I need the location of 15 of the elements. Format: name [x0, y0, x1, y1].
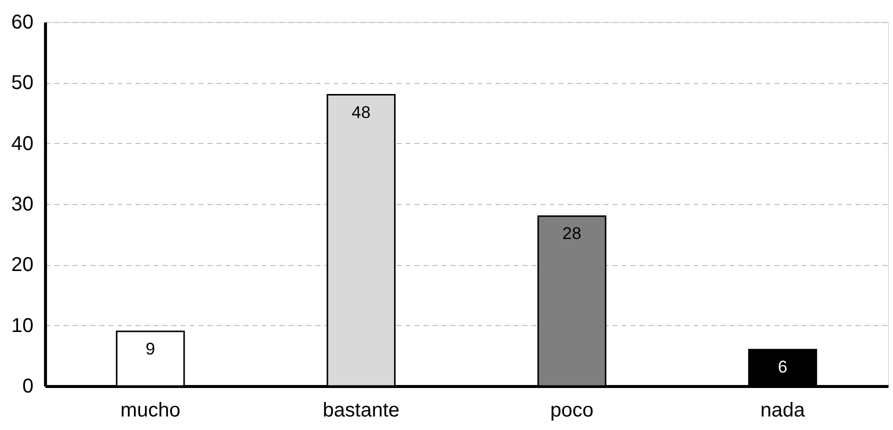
data-label: 6 — [778, 358, 788, 377]
data-label: 9 — [146, 339, 156, 358]
x-tick-label: mucho — [120, 400, 180, 422]
y-tick-label: 40 — [11, 132, 34, 155]
x-tick-label: bastante — [322, 400, 400, 422]
y-tick-label: 0 — [22, 376, 34, 398]
data-label: 48 — [352, 102, 371, 122]
y-tick-label: 30 — [11, 194, 34, 216]
x-tick-label: poco — [550, 400, 594, 422]
data-label: 28 — [562, 224, 582, 244]
y-tick-label: 50 — [11, 72, 34, 94]
y-tick-label: 60 — [11, 12, 34, 34]
x-tick-label: nada — [760, 400, 806, 422]
y-tick-label: 20 — [11, 254, 34, 276]
y-tick-label: 10 — [11, 314, 34, 337]
